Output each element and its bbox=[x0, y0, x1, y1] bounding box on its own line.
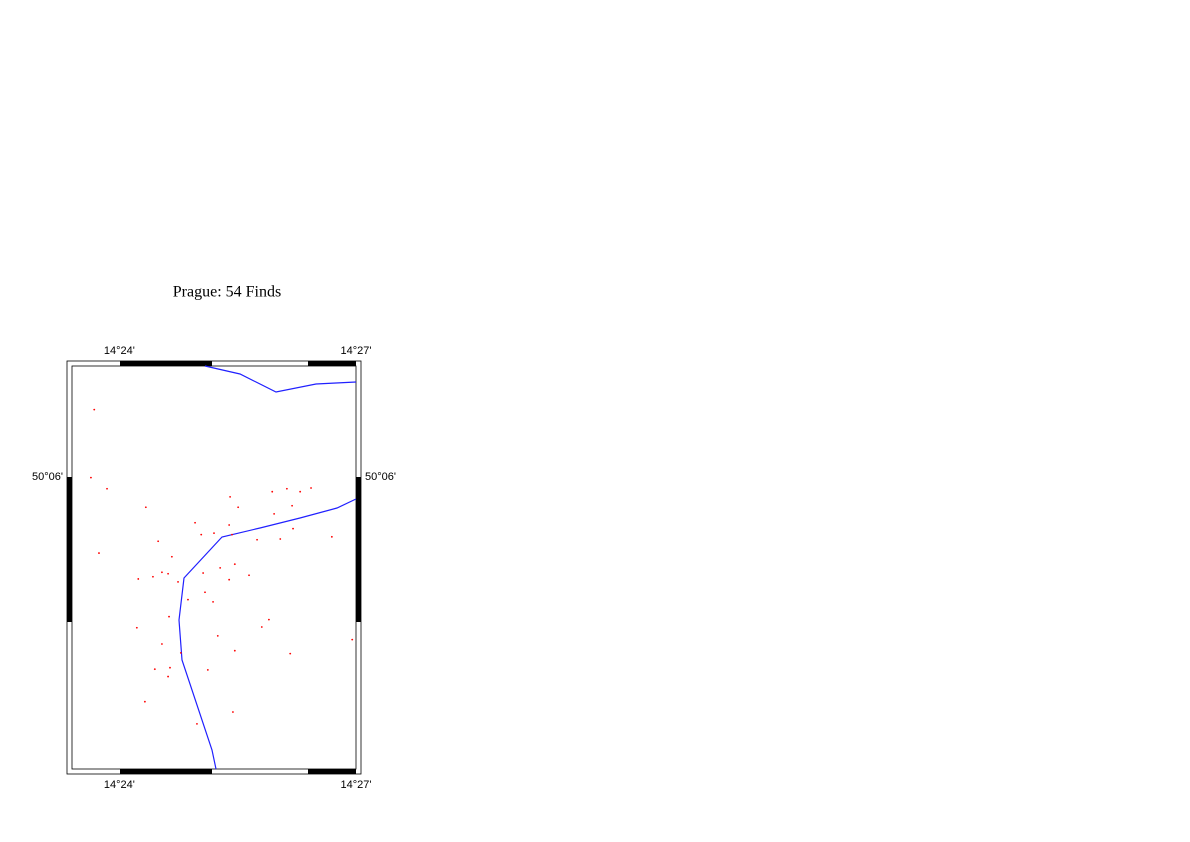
find-point bbox=[228, 578, 231, 581]
find-point bbox=[206, 669, 209, 671]
find-point bbox=[271, 490, 274, 493]
find-point bbox=[177, 581, 179, 583]
frame-bar bbox=[308, 769, 356, 774]
find-point bbox=[216, 634, 219, 637]
river bbox=[204, 365, 357, 393]
find-point bbox=[260, 626, 263, 628]
find-point bbox=[330, 535, 333, 538]
find-point bbox=[143, 700, 146, 703]
find-point bbox=[167, 572, 169, 575]
find-point bbox=[90, 476, 92, 479]
frame-bar bbox=[120, 361, 212, 366]
map-title: Prague: 54 Finds bbox=[173, 284, 281, 301]
find-point bbox=[351, 638, 354, 641]
y-tick-label: 50°06' bbox=[32, 471, 63, 483]
find-point bbox=[202, 572, 205, 574]
y-tick-label: 50°06' bbox=[365, 471, 396, 483]
find-point bbox=[248, 574, 250, 577]
find-point bbox=[212, 600, 214, 603]
find-point bbox=[135, 626, 138, 629]
find-point bbox=[137, 578, 140, 580]
find-point bbox=[273, 512, 276, 515]
frame-bar bbox=[120, 769, 212, 774]
find-point bbox=[153, 668, 156, 671]
find-point bbox=[194, 521, 196, 524]
find-point bbox=[200, 533, 203, 536]
find-point bbox=[292, 527, 294, 530]
find-point bbox=[170, 555, 173, 558]
find-point bbox=[169, 666, 171, 669]
find-point bbox=[161, 571, 163, 574]
find-point bbox=[98, 552, 100, 554]
find-point bbox=[232, 711, 234, 713]
map-frame bbox=[66, 360, 362, 775]
find-point bbox=[187, 598, 189, 601]
find-point bbox=[144, 506, 147, 509]
find-point bbox=[161, 643, 163, 645]
find-point bbox=[213, 532, 215, 535]
find-point bbox=[310, 487, 312, 489]
find-point bbox=[291, 504, 293, 507]
find-point bbox=[204, 591, 206, 594]
x-tick-label: 14°24' bbox=[104, 345, 135, 357]
find-point bbox=[179, 652, 182, 654]
x-tick-label: 14°24' bbox=[104, 779, 135, 791]
find-point bbox=[233, 563, 236, 566]
find-point bbox=[289, 652, 292, 655]
frame-inner bbox=[71, 365, 357, 770]
find-point bbox=[229, 495, 231, 498]
find-point bbox=[237, 506, 240, 509]
find-point bbox=[157, 540, 160, 543]
find-point bbox=[168, 615, 170, 618]
frame-bar bbox=[308, 361, 356, 366]
find-point bbox=[256, 538, 258, 541]
find-point bbox=[152, 575, 154, 578]
find-point bbox=[285, 487, 288, 490]
frame-bar bbox=[67, 477, 72, 622]
x-tick-label: 14°27' bbox=[341, 345, 372, 357]
find-point bbox=[299, 490, 302, 493]
find-point bbox=[228, 524, 231, 526]
find-point bbox=[167, 675, 169, 678]
find-point bbox=[268, 618, 270, 621]
find-point bbox=[219, 566, 222, 569]
find-point bbox=[93, 408, 96, 411]
frame-bar bbox=[356, 477, 361, 622]
river bbox=[178, 498, 357, 770]
find-point bbox=[233, 649, 236, 652]
find-point bbox=[279, 538, 282, 540]
find-point bbox=[106, 487, 108, 490]
x-tick-label: 14°27' bbox=[341, 779, 372, 791]
find-point bbox=[196, 722, 198, 725]
find-point bbox=[231, 533, 233, 536]
